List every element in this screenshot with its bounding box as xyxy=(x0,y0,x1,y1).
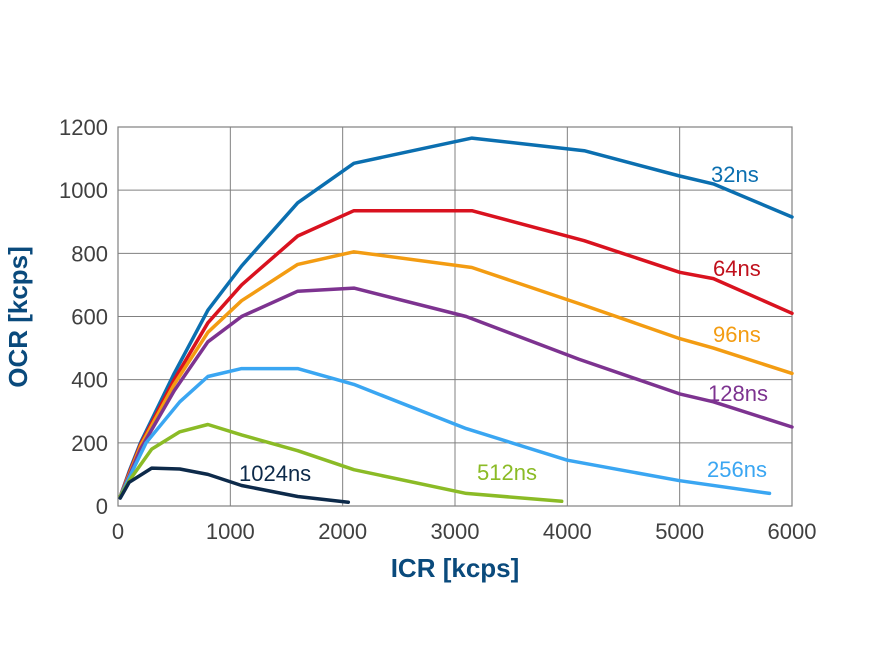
y-tick-label: 200 xyxy=(71,431,108,456)
y-tick-label: 0 xyxy=(96,494,108,519)
y-tick-label: 400 xyxy=(71,368,108,393)
plot-frame xyxy=(117,126,793,507)
y-tick-label: 600 xyxy=(71,305,108,330)
y-tick-label: 1000 xyxy=(59,178,108,203)
series-label-128ns: 128ns xyxy=(708,381,768,406)
series-label-96ns: 96ns xyxy=(713,322,761,347)
series-line-1024ns xyxy=(118,466,351,504)
x-tick-label: 0 xyxy=(112,519,124,544)
y-axis-title: OCR [kcps] xyxy=(3,246,33,388)
x-tick-label: 4000 xyxy=(543,519,592,544)
x-tick-label: 1000 xyxy=(206,519,255,544)
x-tick-label: 6000 xyxy=(768,519,817,544)
axis-ticks: 0 1000 2000 3000 4000 5000 6000 0 200 400 600 800 10… xyxy=(59,115,816,544)
series-line-512ns xyxy=(118,422,564,504)
series-label-512ns: 512ns xyxy=(477,460,537,485)
x-axis-title: ICR [kcps] xyxy=(391,553,520,583)
series-line-128ns xyxy=(118,286,794,499)
series-label-256ns: 256ns xyxy=(707,457,767,482)
series-label-1024ns: 1024ns xyxy=(239,461,311,486)
series-line-256ns xyxy=(118,366,772,499)
series-label-32ns: 32ns xyxy=(711,162,759,187)
x-tick-label: 5000 xyxy=(655,519,704,544)
y-tick-label: 800 xyxy=(71,241,108,266)
series-lines xyxy=(118,136,794,504)
x-tick-label: 2000 xyxy=(318,519,367,544)
series-label-64ns: 64ns xyxy=(713,256,761,281)
y-tick-label: 1200 xyxy=(59,115,108,140)
grid xyxy=(117,126,793,507)
x-tick-label: 3000 xyxy=(431,519,480,544)
